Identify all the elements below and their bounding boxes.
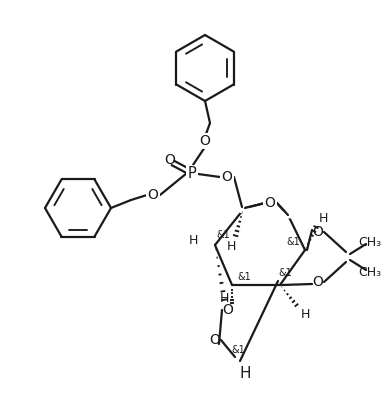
Text: H: H — [219, 292, 229, 305]
Text: &1: &1 — [278, 268, 292, 278]
Text: &1: &1 — [237, 272, 251, 282]
Text: O: O — [200, 134, 211, 148]
Text: H: H — [300, 309, 310, 322]
Text: &1: &1 — [216, 230, 230, 240]
Text: O: O — [222, 170, 232, 184]
Text: O: O — [209, 333, 220, 347]
Text: O: O — [312, 225, 323, 239]
Text: P: P — [188, 166, 197, 181]
Text: H: H — [188, 233, 198, 247]
Text: H: H — [318, 211, 328, 225]
Text: CH₃: CH₃ — [358, 235, 381, 248]
Text: O: O — [165, 153, 176, 167]
Text: &1: &1 — [231, 345, 245, 355]
Text: H: H — [226, 240, 236, 253]
Text: CH₃: CH₃ — [358, 265, 381, 278]
Text: &1: &1 — [286, 237, 300, 247]
Text: O: O — [147, 188, 158, 202]
Text: H: H — [239, 366, 251, 381]
Text: O: O — [264, 196, 275, 210]
Text: O: O — [312, 275, 323, 289]
Text: O: O — [223, 303, 234, 317]
